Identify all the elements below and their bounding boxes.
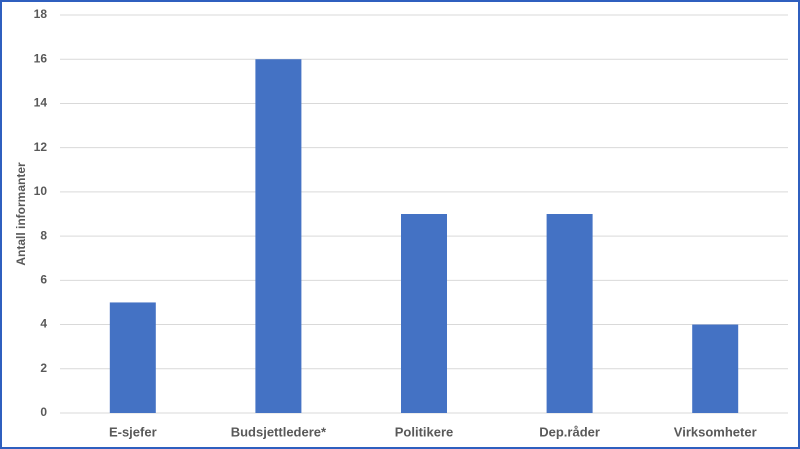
y-tick-label: 6 [40, 273, 47, 287]
x-tick-label: Virksomheter [674, 424, 757, 439]
x-tick-label: Budsjettledere* [231, 424, 327, 439]
bar [109, 302, 156, 413]
y-tick-label: 8 [40, 228, 47, 242]
x-tick-label: Politikere [395, 424, 454, 439]
y-tick-label: 16 [34, 51, 48, 65]
x-tick-label: E-sjefer [109, 424, 157, 439]
y-tick-label: 2 [40, 361, 47, 375]
y-tick-label: 10 [34, 184, 48, 198]
y-tick-label: 0 [40, 405, 47, 419]
bar [255, 59, 302, 413]
y-tick-label: 4 [40, 317, 47, 331]
y-axis-label: Antall informanter [14, 162, 28, 266]
x-tick-label: Dep.råder [539, 424, 600, 439]
bar [546, 214, 593, 413]
bar [692, 324, 739, 413]
bar [401, 214, 447, 413]
y-tick-label: 14 [34, 96, 48, 110]
y-tick-label: 12 [34, 140, 48, 154]
y-tick-label: 18 [34, 7, 48, 21]
